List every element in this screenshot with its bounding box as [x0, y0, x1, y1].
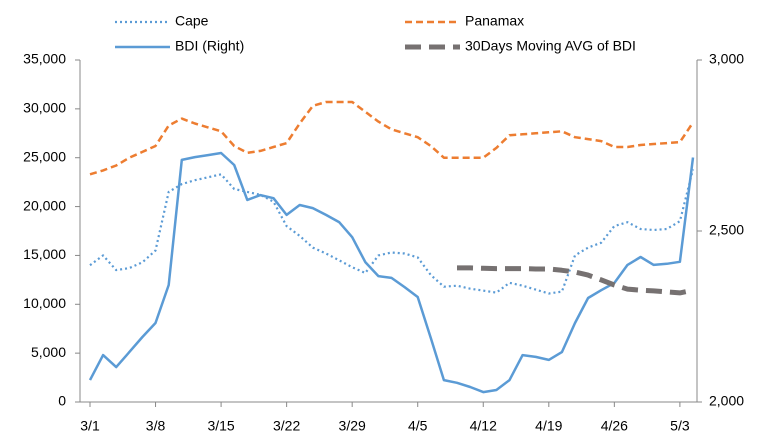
y-tick-label: 35,000	[23, 51, 66, 67]
y-tick-label: 30,000	[23, 100, 66, 116]
y-tick-label: 10,000	[23, 295, 66, 311]
y-tick-label: 0	[58, 393, 66, 409]
legend-label: Panamax	[465, 13, 524, 29]
x-tick-label: 3/22	[273, 418, 300, 434]
x-tick-label: 4/12	[470, 418, 497, 434]
y2-tick-label: 2,000	[709, 393, 744, 409]
legend-label: 30Days Moving AVG of BDI	[465, 38, 636, 54]
y2-tick-label: 3,000	[709, 51, 744, 67]
x-tick-label: 4/5	[408, 418, 428, 434]
x-tick-label: 4/19	[535, 418, 562, 434]
series-line	[88, 151, 695, 394]
legend-label: BDI (Right)	[175, 38, 244, 54]
series-line	[457, 265, 694, 296]
y2-tick-label: 2,500	[709, 222, 744, 238]
y-tick-label: 15,000	[23, 246, 66, 262]
y-tick-label: 20,000	[23, 197, 66, 213]
x-tick-label: 3/8	[146, 418, 166, 434]
x-tick-label: 4/26	[601, 418, 628, 434]
x-tick-label: 3/29	[339, 418, 366, 434]
y-tick-label: 5,000	[31, 344, 66, 360]
x-tick-label: 3/15	[207, 418, 234, 434]
x-tick-label: 3/1	[80, 418, 100, 434]
y-tick-label: 25,000	[23, 148, 66, 164]
x-tick-label: 5/3	[670, 418, 690, 434]
legend-label: Cape	[175, 13, 209, 29]
series-line	[89, 169, 695, 295]
